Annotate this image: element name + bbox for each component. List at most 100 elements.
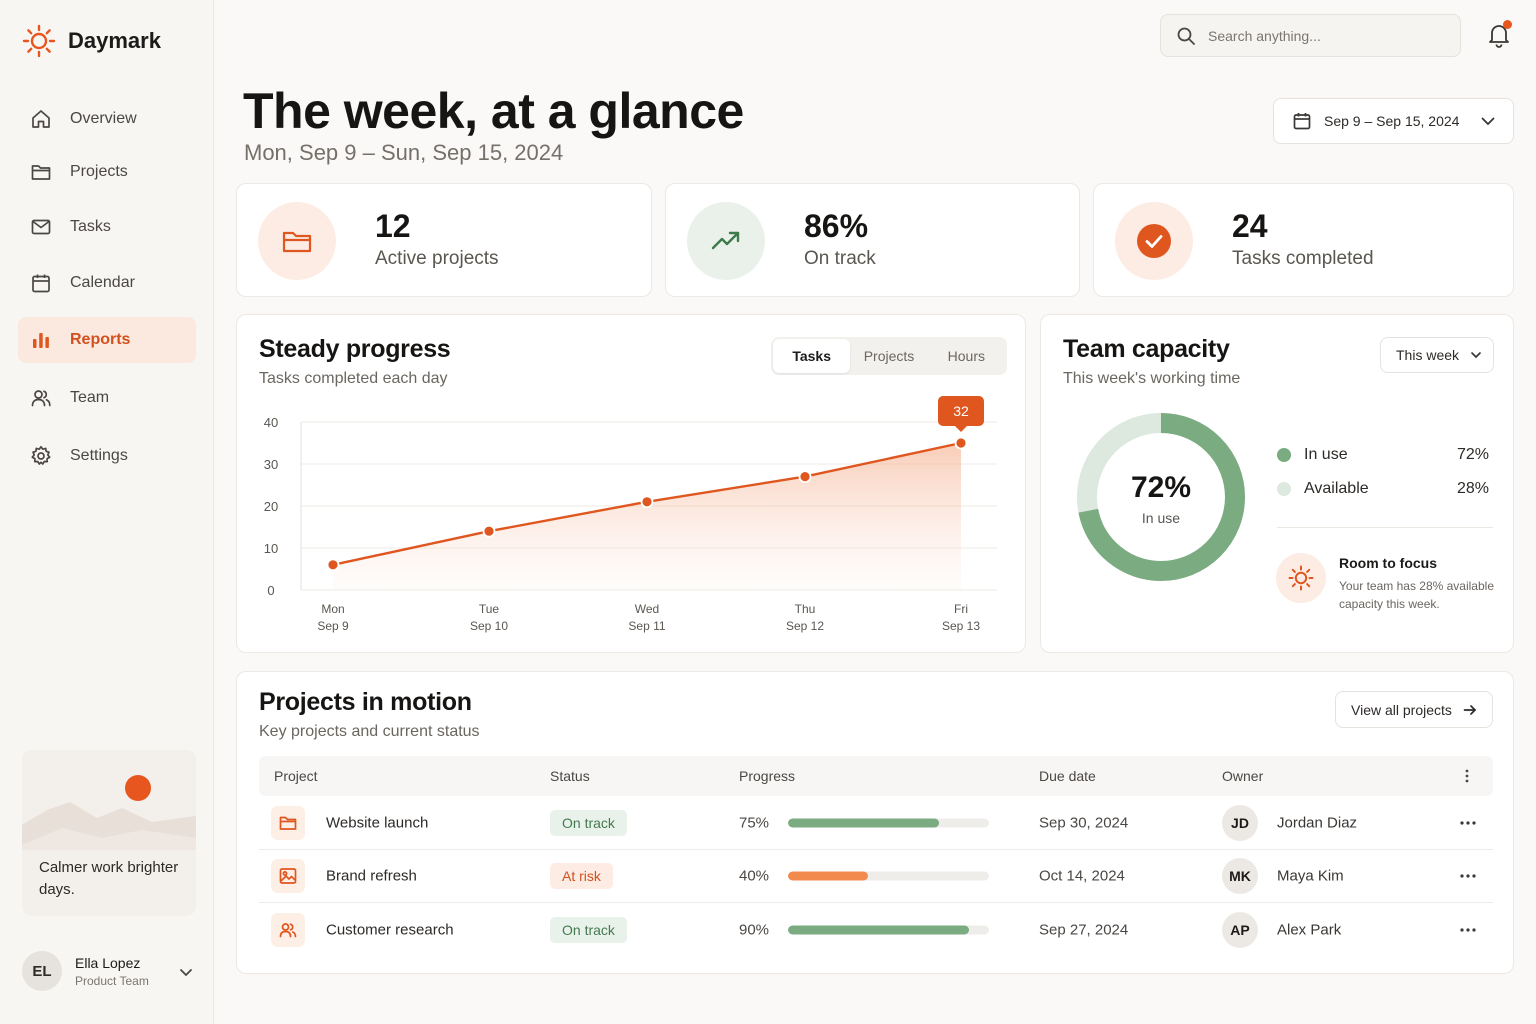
sidebar-item-projects[interactable]: Projects — [18, 149, 196, 195]
stat-label: Active projects — [375, 248, 499, 269]
sidebar-item-label: Settings — [70, 447, 128, 464]
project-icon — [271, 912, 305, 947]
promo-text: Calmer work brighter days. — [39, 859, 179, 898]
sidebar: Daymark Overview Projects Tasks Calendar… — [0, 0, 214, 1024]
capacity-subtitle: This week's working time — [1063, 370, 1241, 387]
page-title: The week, at a glance — [243, 83, 744, 139]
x-tick-date: Sep 13 — [942, 619, 980, 633]
search-box[interactable] — [1160, 14, 1461, 57]
search-icon — [1177, 27, 1195, 45]
avatar: MK — [1222, 858, 1258, 894]
status-badge: On track — [550, 810, 627, 836]
more-horizontal-icon[interactable] — [1458, 920, 1478, 940]
stat-value: 86% — [804, 208, 869, 244]
divider — [1277, 527, 1493, 528]
stat-icon-bg — [258, 202, 336, 280]
chevron-down-icon — [1482, 117, 1495, 126]
date-range-picker[interactable]: Sep 9 – Sep 15, 2024 — [1273, 98, 1514, 144]
legend-available: Available 28% — [1277, 480, 1489, 498]
legend-swatch — [1277, 482, 1291, 496]
y-tick-label: 30 — [264, 457, 278, 472]
search-input[interactable] — [1208, 27, 1438, 44]
sidebar-item-settings[interactable]: Settings — [18, 433, 196, 479]
donut-segment-in-use — [1077, 413, 1245, 581]
page-subtitle: Mon, Sep 9 – Sun, Sep 15, 2024 — [244, 140, 564, 165]
x-tick-day: Tue — [479, 602, 500, 616]
x-tick-day: Fri — [954, 602, 968, 616]
stat-card-tasks: 24 Tasks completed — [1093, 183, 1514, 297]
x-tick-date: Sep 12 — [786, 619, 824, 633]
column-header-owner[interactable]: Owner — [1222, 768, 1264, 784]
user-team: Product Team — [75, 973, 149, 988]
user-menu[interactable]: EL Ella Lopez Product Team — [22, 950, 202, 992]
progress-subtitle: Tasks completed each day — [259, 370, 448, 387]
y-tick-label: 10 — [264, 541, 278, 556]
more-horizontal-icon[interactable] — [1458, 813, 1478, 833]
data-point — [640, 495, 654, 509]
more-horizontal-icon[interactable] — [1458, 866, 1478, 886]
x-tick-day: Thu — [795, 602, 816, 616]
sidebar-item-team[interactable]: Team — [18, 375, 196, 421]
folder-icon — [282, 231, 312, 253]
table-row[interactable]: Customer research On track 90% Sep 27, 2… — [259, 903, 1493, 956]
progress-bar-fill — [788, 925, 969, 934]
tab-tasks[interactable]: Tasks — [773, 339, 851, 373]
owner-name: Jordan Diaz — [1277, 814, 1358, 832]
notification-dot — [1503, 20, 1512, 29]
table-row[interactable]: Brand refresh At risk 40% Oct 14, 2024 M… — [259, 850, 1493, 903]
focus-text: Your team has 28% available capacity thi… — [1339, 579, 1494, 611]
x-tick-date: Sep 9 — [317, 619, 349, 633]
sidebar-item-calendar[interactable]: Calendar — [18, 260, 196, 306]
bar-chart-icon — [33, 333, 49, 348]
view-all-projects-button[interactable]: View all projects — [1335, 691, 1493, 728]
column-header-progress[interactable]: Progress — [739, 768, 796, 784]
table-row[interactable]: Website launch On track 75% Sep 30, 2024… — [259, 797, 1493, 850]
area-fill — [333, 443, 961, 590]
sidebar-item-overview[interactable]: Overview — [18, 96, 196, 142]
avatar: AP — [1222, 911, 1258, 948]
capacity-range-select[interactable]: This week — [1380, 337, 1494, 373]
project-name[interactable]: Brand refresh — [326, 867, 417, 885]
column-header-status[interactable]: Status — [550, 768, 590, 784]
donut-value: 72% — [1130, 471, 1192, 504]
project-name[interactable]: Website launch — [326, 814, 429, 832]
tab-projects[interactable]: Projects — [863, 348, 915, 364]
progress-bar — [788, 925, 989, 934]
sidebar-item-label: Overview — [70, 110, 137, 127]
progress-card: Steady progress Tasks completed each day… — [236, 314, 1026, 653]
capacity-card: Team capacity This week's working time T… — [1040, 314, 1514, 653]
progress-bar — [788, 818, 989, 828]
date-range-label: Sep 9 – Sep 15, 2024 — [1324, 113, 1460, 129]
sidebar-item-tasks[interactable]: Tasks — [18, 204, 196, 250]
more-vertical-icon[interactable] — [1459, 768, 1475, 784]
column-header-project[interactable]: Project — [274, 768, 318, 784]
users-icon — [279, 922, 297, 937]
legend-label: In use — [1304, 446, 1348, 463]
tab-hours[interactable]: Hours — [947, 348, 985, 364]
y-tick-label: 0 — [267, 583, 274, 598]
progress-percent: 75% — [739, 814, 770, 832]
owner-name: Maya Kim — [1277, 867, 1344, 885]
due-date: Sep 30, 2024 — [1039, 814, 1129, 832]
progress-percent: 40% — [739, 867, 770, 885]
notifications-button[interactable] — [1486, 20, 1512, 48]
legend-label: Available — [1304, 480, 1369, 497]
data-point — [798, 470, 812, 484]
tooltip-pointer — [955, 426, 967, 432]
sidebar-item-label: Calendar — [70, 274, 135, 291]
project-name[interactable]: Customer research — [326, 921, 454, 938]
app-name: Daymark — [68, 28, 161, 53]
column-header-due-date[interactable]: Due date — [1039, 768, 1096, 784]
image-icon — [279, 868, 297, 884]
progress-percent: 90% — [739, 921, 770, 938]
progress-title: Steady progress — [259, 335, 451, 363]
sidebar-item-reports[interactable]: Reports — [18, 317, 196, 363]
sun-icon — [1288, 565, 1314, 591]
logo[interactable]: Daymark — [22, 24, 161, 58]
stat-icon-bg — [687, 202, 765, 280]
calendar-icon — [32, 274, 50, 293]
promo-card: Calmer work brighter days. — [22, 750, 196, 916]
users-icon — [31, 390, 51, 407]
x-tick-day: Mon — [321, 602, 344, 616]
progress-bar — [788, 871, 989, 881]
